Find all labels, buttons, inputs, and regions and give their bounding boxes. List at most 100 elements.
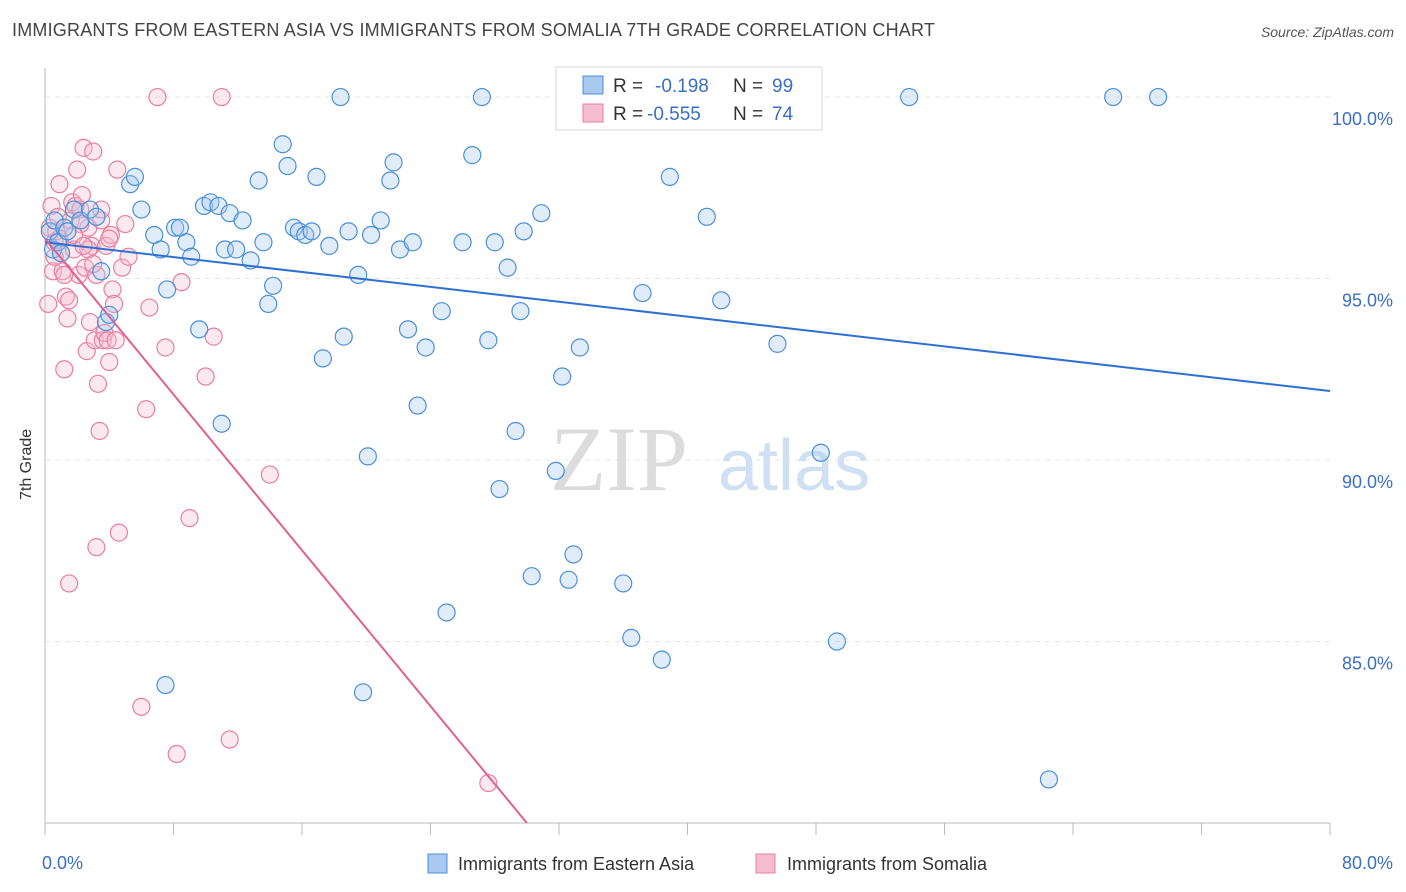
axes: 0.0% 80.0% [42,68,1393,873]
point-eastern-asia [177,233,196,252]
point-eastern-asia [522,567,541,586]
point-eastern-asia [80,200,100,219]
point-eastern-asia [331,87,350,107]
point-eastern-asia [1149,87,1168,107]
point-eastern-asia [132,200,151,219]
stats-swatch-somalia [582,103,604,123]
source-label: Source: ZipAtlas.com [1260,24,1394,40]
point-somalia [100,229,119,248]
point-somalia [55,360,74,379]
point-eastern-asia [320,236,339,255]
point-eastern-asia [190,320,209,339]
point-eastern-asia [64,200,84,219]
point-eastern-asia [157,280,177,299]
point-eastern-asia [259,294,278,314]
point-somalia [172,273,191,292]
point-somalia [109,523,128,542]
point-eastern-asia [361,225,381,245]
stats-n-somalia: 74 [772,104,794,125]
point-somalia [112,258,132,277]
point-somalia [71,200,90,219]
point-eastern-asia [514,222,533,241]
point-eastern-asia [416,338,435,357]
stats-swatch-eastern-asia [582,75,604,95]
point-somalia [55,265,74,284]
point-somalia [103,280,122,299]
point-eastern-asia [353,683,373,702]
point-eastern-asia [614,574,633,593]
point-eastern-asia [339,222,358,241]
point-somalia [58,309,77,328]
y-tick-label: 95.0% [1342,291,1393,311]
legend: Immigrants from Eastern Asia Immigrants … [427,853,988,874]
point-eastern-asia [479,331,498,350]
point-eastern-asia [490,479,509,499]
point-somalia [59,574,79,593]
point-eastern-asia [1039,770,1059,789]
point-somalia [100,352,119,372]
y-tick-label: 85.0% [1342,654,1393,674]
legend-swatch-somalia [755,853,776,874]
point-eastern-asia [209,196,228,216]
point-eastern-asia [227,240,246,259]
point-somalia [43,262,63,281]
point-eastern-asia [900,87,919,107]
point-eastern-asia [622,628,641,647]
point-eastern-asia [827,632,846,651]
watermark-zip: ZIP [550,408,688,510]
point-somalia [148,87,167,107]
legend-label-somalia: Immigrants from Somalia [787,854,988,874]
point-eastern-asia [553,367,572,386]
point-somalia [106,331,125,350]
stats-r-label-somalia: R = [613,104,643,125]
x-tick-label-max: 80.0% [1342,853,1393,873]
point-eastern-asia [45,211,64,230]
point-eastern-asia [532,204,551,223]
point-somalia [50,175,69,194]
point-eastern-asia [254,233,273,252]
series-somalia-points [39,87,498,793]
point-eastern-asia [166,218,185,237]
stats-r-eastern-asia: -0.198 [655,76,709,97]
point-eastern-asia [570,338,589,357]
point-eastern-asia [403,233,422,252]
point-eastern-asia [437,603,456,622]
point-somalia [69,265,88,284]
point-somalia [479,773,498,793]
trend-lines [44,237,1331,824]
point-somalia [59,291,79,310]
point-somalia [90,421,109,441]
point-eastern-asia [712,291,731,310]
point-eastern-asia [182,247,201,266]
point-eastern-asia [87,207,106,226]
point-eastern-asia [506,421,525,441]
point-eastern-asia [559,570,578,589]
grid-lines: 85.0% 90.0% 95.0% 100.0% [45,96,1393,674]
point-eastern-asia [371,211,390,230]
point-eastern-asia [249,171,268,190]
stats-r-somalia: -0.555 [647,104,701,125]
trend-line-somalia [44,237,528,824]
point-eastern-asia [398,320,418,339]
y-tick-label: 100.0% [1332,109,1393,129]
point-somalia [260,465,279,484]
point-eastern-asia [151,240,170,259]
point-somalia [108,160,127,179]
point-eastern-asia [652,650,671,669]
point-somalia [167,744,186,764]
point-eastern-asia [432,302,451,321]
point-eastern-asia [302,222,321,241]
point-somalia [87,538,106,557]
point-eastern-asia [697,207,716,226]
point-eastern-asia [212,414,231,433]
point-eastern-asia [92,262,111,281]
point-eastern-asia [463,146,482,165]
point-somalia [220,730,239,749]
point-eastern-asia [156,675,175,695]
point-somalia [93,331,112,350]
point-somalia [42,196,61,216]
x-tick-label-min: 0.0% [42,853,83,873]
point-eastern-asia [278,156,297,176]
watermark: ZIP atlas [550,408,870,510]
legend-swatch-eastern-asia [427,853,448,874]
